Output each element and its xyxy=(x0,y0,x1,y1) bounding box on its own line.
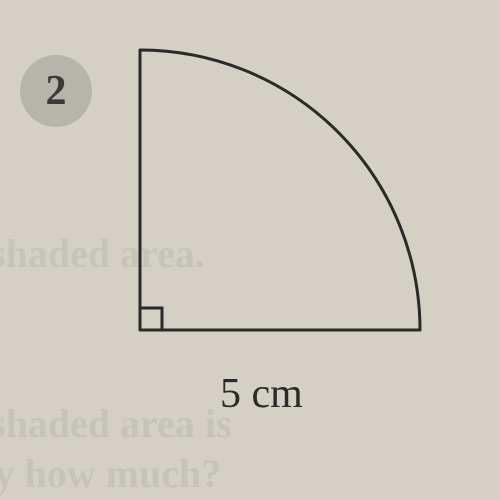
bleed-through-text: ch shaded area is xyxy=(0,400,232,447)
bleed-through-text: he shaded area. xyxy=(0,230,205,277)
bleed-through-text: d by how much? xyxy=(0,450,221,497)
question-number-badge: 2 xyxy=(20,55,92,127)
quarter-circle-diagram xyxy=(130,40,440,350)
question-number: 2 xyxy=(46,67,67,115)
right-angle-marker xyxy=(140,308,162,330)
dimension-label: 5 cm xyxy=(220,370,303,418)
quarter-circle-path xyxy=(140,50,420,330)
